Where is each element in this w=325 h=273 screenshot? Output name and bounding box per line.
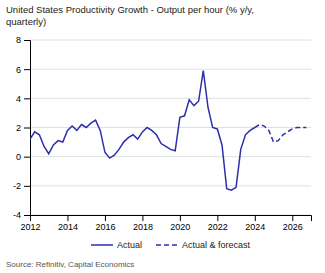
grid <box>30 40 311 215</box>
legend: Actual Actual & forecast <box>91 240 251 250</box>
y-tick-label: 6 <box>16 65 21 75</box>
y-tick: 4 <box>16 94 30 104</box>
x-axis: 2012 2014 2016 2018 2020 2022 2024 2026 <box>20 215 311 232</box>
y-tick: 0 <box>16 152 30 162</box>
x-tick-mark <box>292 215 293 221</box>
x-tick: 2020 <box>170 215 190 232</box>
x-tick: 2026 <box>283 215 303 232</box>
x-tick: 2024 <box>245 215 265 232</box>
legend-item: Actual <box>91 240 142 250</box>
grid-line <box>30 98 311 99</box>
x-tick-mark <box>142 215 143 221</box>
x-tick: 2012 <box>20 215 40 232</box>
chart: 2012 2014 2016 2018 2020 2022 2024 2026 -4 -2 0 2 4 6… <box>0 0 325 273</box>
y-tick-mark <box>24 69 30 70</box>
legend-swatch <box>156 244 178 246</box>
x-tick-label: 2024 <box>245 222 265 232</box>
y-tick-label: -4 <box>13 210 21 220</box>
grid-line <box>30 156 311 157</box>
y-tick: 8 <box>16 35 30 45</box>
x-tick-label: 2026 <box>283 222 303 232</box>
y-axis: -4 -2 0 2 4 6 8 <box>13 35 31 220</box>
x-tick-label: 2012 <box>20 222 40 232</box>
y-tick: 6 <box>16 65 30 75</box>
y-tick-label: 2 <box>16 123 21 133</box>
y-tick-label: 8 <box>16 35 21 45</box>
grid-line <box>30 127 311 128</box>
y-tick-mark <box>24 40 30 41</box>
grid-line <box>30 185 311 186</box>
y-tick-mark <box>24 186 30 187</box>
legend-item: Actual & forecast <box>156 240 251 250</box>
x-tick-label: 2022 <box>208 222 228 232</box>
y-axis-line <box>24 41 31 216</box>
x-tick-mark <box>67 215 68 221</box>
grid-line <box>30 40 311 41</box>
x-tick-label: 2020 <box>170 222 190 232</box>
legend-label: Actual & forecast <box>182 240 251 250</box>
x-tick: 2016 <box>95 215 115 232</box>
x-tick-mark <box>180 215 181 221</box>
plot-area <box>30 71 306 191</box>
series-line <box>30 71 255 191</box>
y-tick-label: 4 <box>16 94 21 104</box>
y-tick-label: 0 <box>16 152 21 162</box>
legend-swatch <box>91 244 113 246</box>
y-tick-mark <box>24 215 30 216</box>
x-tick-label: 2014 <box>58 222 78 232</box>
y-tick: -2 <box>13 181 30 191</box>
x-tick: 2018 <box>133 215 153 232</box>
x-tick-label: 2016 <box>95 222 115 232</box>
source-note: Source: Refinitiv, Capital Economics <box>6 260 134 269</box>
y-tick: -4 <box>13 210 30 220</box>
y-tick-mark <box>24 98 30 99</box>
x-axis-line <box>31 216 312 222</box>
y-tick-label: -2 <box>13 181 21 191</box>
y-tick: 2 <box>16 123 30 133</box>
x-tick-mark <box>105 215 106 221</box>
title: United States Productivity Growth - Outp… <box>6 4 254 27</box>
series-line <box>255 125 307 142</box>
x-tick-mark <box>217 215 218 221</box>
x-tick-label: 2018 <box>133 222 153 232</box>
legend-label: Actual <box>117 240 142 250</box>
grid-line <box>30 69 311 70</box>
x-tick-mark <box>255 215 256 221</box>
x-tick: 2022 <box>208 215 228 232</box>
y-tick-mark <box>24 128 30 129</box>
y-tick-mark <box>24 157 30 158</box>
x-tick: 2014 <box>58 215 78 232</box>
